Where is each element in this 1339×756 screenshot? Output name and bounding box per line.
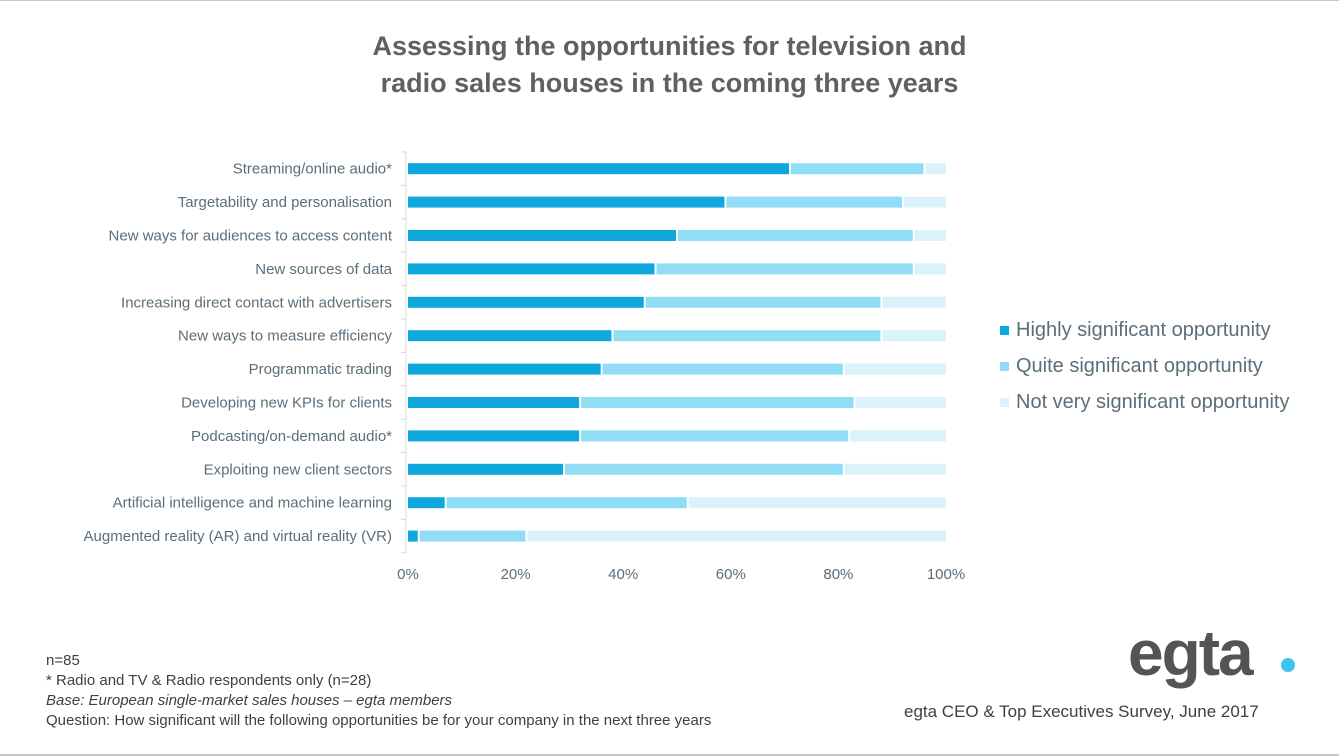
category-label: Podcasting/on-demand audio* xyxy=(191,428,392,445)
category-label: Targetability and personalisation xyxy=(178,194,392,211)
bar-segment-not-very xyxy=(925,163,946,175)
bar-segment-highly xyxy=(408,497,445,509)
bar-segment-quite xyxy=(602,363,843,375)
chart-title-line-1: Assessing the opportunities for televisi… xyxy=(372,31,967,61)
bar-segment-not-very xyxy=(844,463,946,475)
legend-item-quite: Quite significant opportunity xyxy=(1000,348,1289,384)
bar-segment-not-very xyxy=(914,263,946,275)
bar-segment-quite xyxy=(790,163,924,175)
bar-segment-quite xyxy=(645,296,881,308)
bar-segment-quite xyxy=(565,463,843,475)
legend-swatch-quite xyxy=(1000,361,1009,371)
footnotes: n=85 * Radio and TV & Radio respondents … xyxy=(46,651,711,731)
bar-segment-not-very xyxy=(688,497,946,509)
question-note: Question: How significant will the follo… xyxy=(46,712,712,729)
chart-title: Assessing the opportunities for televisi… xyxy=(0,28,1339,102)
x-tick-label: 40% xyxy=(608,566,638,583)
bar-segment-quite xyxy=(581,430,849,442)
sample-size-note: n=85 xyxy=(46,652,80,669)
bar-segment-not-very xyxy=(882,330,946,342)
bar-segment-highly xyxy=(408,430,580,442)
bar-segment-highly xyxy=(408,296,644,308)
chart-title-line-2: radio sales houses in the coming three y… xyxy=(380,68,959,98)
bar-segment-not-very xyxy=(914,230,946,241)
legend-item-not-very: Not very significant opportunity xyxy=(1000,384,1289,420)
legend-label: Not very significant opportunity xyxy=(1016,390,1290,413)
bar-segment-highly xyxy=(408,163,789,175)
x-tick-label: 80% xyxy=(823,566,853,583)
bar-segment-quite xyxy=(726,196,902,208)
category-label: Exploiting new client sectors xyxy=(204,461,392,478)
category-label: Programmatic trading xyxy=(249,361,392,378)
source-note: egta CEO & Top Executives Survey, June 2… xyxy=(904,702,1259,721)
category-label: New ways to measure efficiency xyxy=(178,328,392,345)
bar-segment-highly xyxy=(408,463,564,475)
x-tick-label: 0% xyxy=(397,566,419,583)
legend-swatch-highly xyxy=(1000,325,1009,335)
bar-segment-not-very xyxy=(855,397,946,408)
bar-segment-highly xyxy=(408,263,655,275)
x-tick-label: 20% xyxy=(501,566,531,583)
legend-swatch-not-very xyxy=(1000,397,1009,407)
legend: Highly significant opportunity Quite sig… xyxy=(1000,312,1289,420)
footnote-asterisk: * Radio and TV & Radio respondents only … xyxy=(46,672,372,689)
bar-segment-quite xyxy=(613,330,881,342)
category-label: New sources of data xyxy=(255,261,392,278)
category-label: New ways for audiences to access content xyxy=(109,228,393,245)
category-label: Increasing direct contact with advertise… xyxy=(121,294,392,311)
category-label: Developing new KPIs for clients xyxy=(181,395,392,412)
bar-segment-highly xyxy=(408,230,676,241)
bar-segment-highly xyxy=(408,330,612,342)
bar-segment-not-very xyxy=(903,196,946,208)
bar-segment-highly xyxy=(408,397,580,408)
legend-item-highly: Highly significant opportunity xyxy=(1000,312,1289,348)
legend-label: Highly significant opportunity xyxy=(1016,318,1271,341)
bar-segment-quite xyxy=(678,230,913,241)
bar-segment-highly xyxy=(408,363,601,375)
axis-layer xyxy=(401,151,407,554)
bar-segment-not-very xyxy=(844,363,946,375)
category-labels: Streaming/online audio* Targetability and… xyxy=(84,161,393,545)
category-label: Streaming/online audio* xyxy=(233,161,392,178)
bar-segment-not-very xyxy=(882,296,946,308)
legend-label: Quite significant opportunity xyxy=(1016,354,1263,377)
bar-segment-not-very xyxy=(527,530,946,542)
bar-segment-quite xyxy=(581,397,854,408)
x-tick-label: 60% xyxy=(716,566,746,583)
bar-segment-not-very xyxy=(850,430,946,442)
category-label: Artificial intelligence and machine lear… xyxy=(113,495,392,512)
bar-segment-quite xyxy=(446,497,687,509)
logo-dot-icon xyxy=(1281,658,1295,672)
bar-segment-highly xyxy=(408,196,725,208)
x-tick-labels: 0% 20% 40% 60% 80% 100% xyxy=(397,566,965,583)
bottom-border xyxy=(0,754,1339,756)
base-note: Base: European single-market sales house… xyxy=(46,692,453,709)
stacked-bar-chart: Streaming/online audio* Targetability and… xyxy=(84,151,965,583)
egta-logo: egta xyxy=(1128,617,1254,689)
bars-layer xyxy=(408,163,946,542)
bar-segment-quite xyxy=(656,263,913,275)
top-border xyxy=(0,0,1339,1)
bar-segment-quite xyxy=(419,530,526,542)
category-label: Augmented reality (AR) and virtual reali… xyxy=(84,528,392,545)
x-tick-label: 100% xyxy=(927,566,965,583)
bar-segment-highly xyxy=(408,530,418,542)
